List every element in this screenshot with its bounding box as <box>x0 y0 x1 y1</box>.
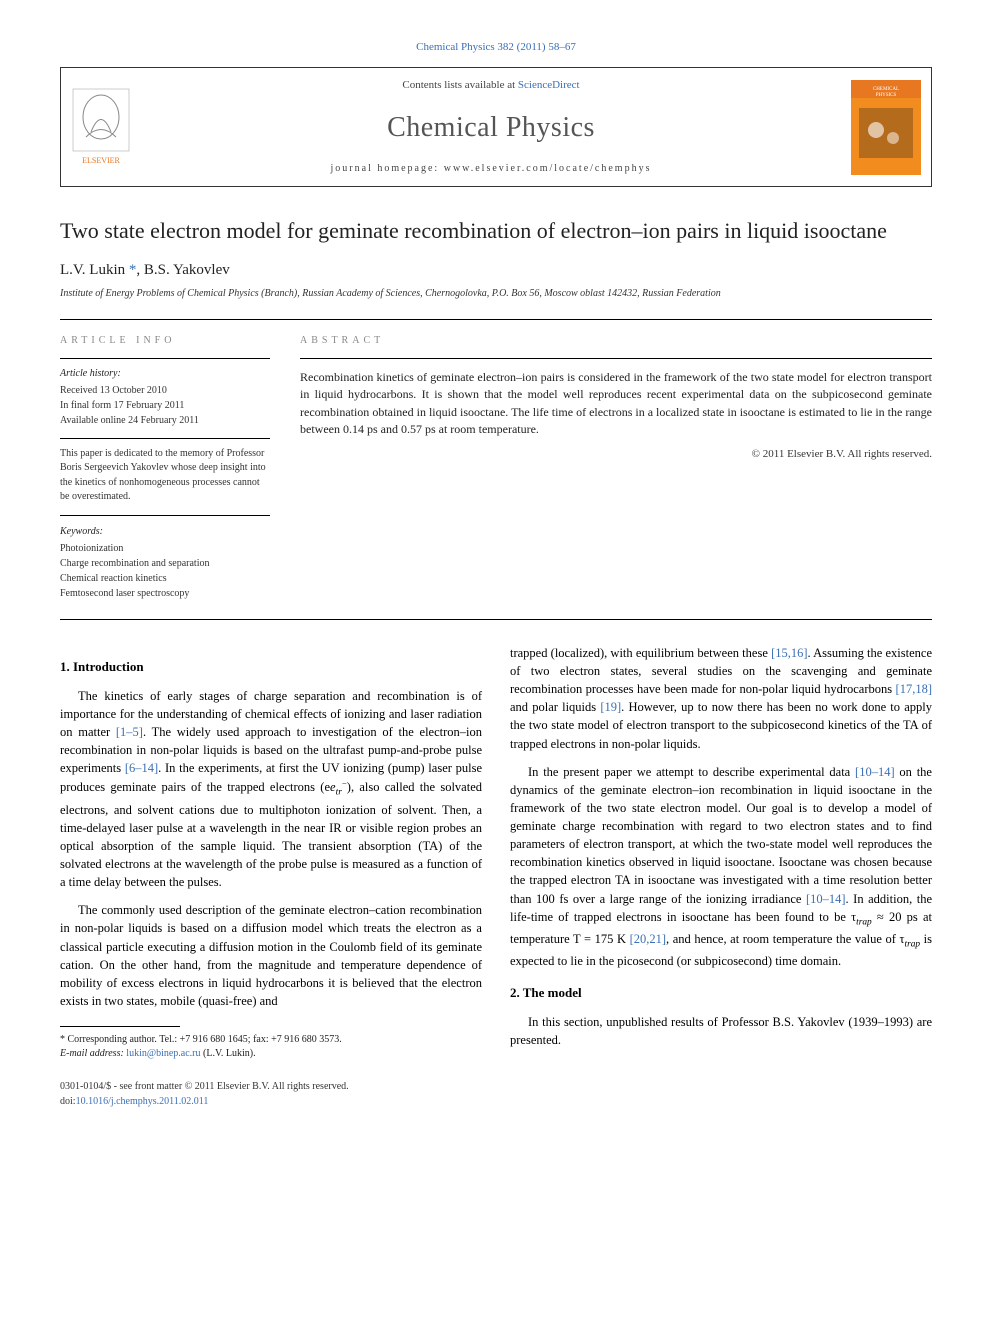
journal-name: Chemical Physics <box>387 108 595 147</box>
abstract-copyright: © 2011 Elsevier B.V. All rights reserved… <box>300 447 932 462</box>
final-form-date: In final form 17 February 2011 <box>60 398 270 413</box>
keyword: Femtosecond laser spectroscopy <box>60 586 270 601</box>
journal-cover-thumbnail: CHEMICAL PHYSICS <box>841 68 931 186</box>
affiliation: Institute of Energy Problems of Chemical… <box>60 287 932 301</box>
svg-text:CHEMICAL: CHEMICAL <box>873 87 899 92</box>
sciencedirect-link[interactable]: ScienceDirect <box>518 79 580 91</box>
divider-bottom <box>60 619 932 620</box>
right-column: trapped (localized), with equilibrium be… <box>510 644 932 1061</box>
abstract-column: ABSTRACT Recombination kinetics of gemin… <box>300 334 932 601</box>
ref-link[interactable]: [6–14] <box>125 761 158 775</box>
ref-link[interactable]: [15,16] <box>771 646 807 660</box>
history-heading: Article history: <box>60 367 270 381</box>
dedication-note: This paper is dedicated to the memory of… <box>60 447 270 505</box>
contents-available: Contents lists available at ScienceDirec… <box>402 78 579 93</box>
keyword: Charge recombination and separation <box>60 556 270 571</box>
publisher-logo: ELSEVIER <box>61 68 141 186</box>
svg-text:PHYSICS: PHYSICS <box>876 93 897 98</box>
paragraph: In the present paper we attempt to descr… <box>510 763 932 970</box>
ref-link[interactable]: [19] <box>600 700 621 714</box>
keyword: Photoionization <box>60 541 270 556</box>
received-date: Received 13 October 2010 <box>60 383 270 398</box>
svg-text:ELSEVIER: ELSEVIER <box>82 156 120 165</box>
journal-homepage: journal homepage: www.elsevier.com/locat… <box>331 162 652 176</box>
section-2-heading: 2. The model <box>510 984 932 1003</box>
doi-link[interactable]: 10.1016/j.chemphys.2011.02.011 <box>76 1096 209 1107</box>
keywords-heading: Keywords: <box>60 524 270 539</box>
paragraph: The commonly used description of the gem… <box>60 901 482 1010</box>
ref-link[interactable]: [10–14] <box>806 892 846 906</box>
abstract-label: ABSTRACT <box>300 334 932 348</box>
issn-line: 0301-0104/$ - see front matter © 2011 El… <box>60 1079 932 1094</box>
corresponding-author-footnote: * Corresponding author. Tel.: +7 916 680… <box>60 1033 482 1061</box>
paragraph: In this section, unpublished results of … <box>510 1013 932 1049</box>
keyword: Chemical reaction kinetics <box>60 571 270 586</box>
body-two-column: 1. Introduction The kinetics of early st… <box>60 644 932 1061</box>
page-footer-meta: 0301-0104/$ - see front matter © 2011 El… <box>60 1079 932 1109</box>
online-date: Available online 24 February 2011 <box>60 413 270 428</box>
email-link[interactable]: lukin@binep.ac.ru <box>126 1048 200 1059</box>
article-title: Two state electron model for geminate re… <box>60 217 932 246</box>
ref-link[interactable]: [20,21] <box>630 932 666 946</box>
ref-link[interactable]: [17,18] <box>896 682 932 696</box>
article-info-sidebar: ARTICLE INFO Article history: Received 1… <box>60 334 270 601</box>
abstract-text: Recombination kinetics of geminate elect… <box>300 369 932 439</box>
left-column: 1. Introduction The kinetics of early st… <box>60 644 482 1061</box>
ref-link[interactable]: [1–5] <box>116 725 143 739</box>
footnote-rule <box>60 1026 180 1027</box>
paragraph: trapped (localized), with equilibrium be… <box>510 644 932 753</box>
section-1-heading: 1. Introduction <box>60 658 482 677</box>
journal-header: ELSEVIER Contents lists available at Sci… <box>60 67 932 187</box>
paragraph: The kinetics of early stages of charge s… <box>60 687 482 892</box>
citation-line: Chemical Physics 382 (2011) 58–67 <box>60 40 932 55</box>
article-info-label: ARTICLE INFO <box>60 334 270 348</box>
author-list: L.V. Lukin *, B.S. Yakovlev <box>60 260 932 281</box>
ref-link[interactable]: [10–14] <box>855 765 895 779</box>
